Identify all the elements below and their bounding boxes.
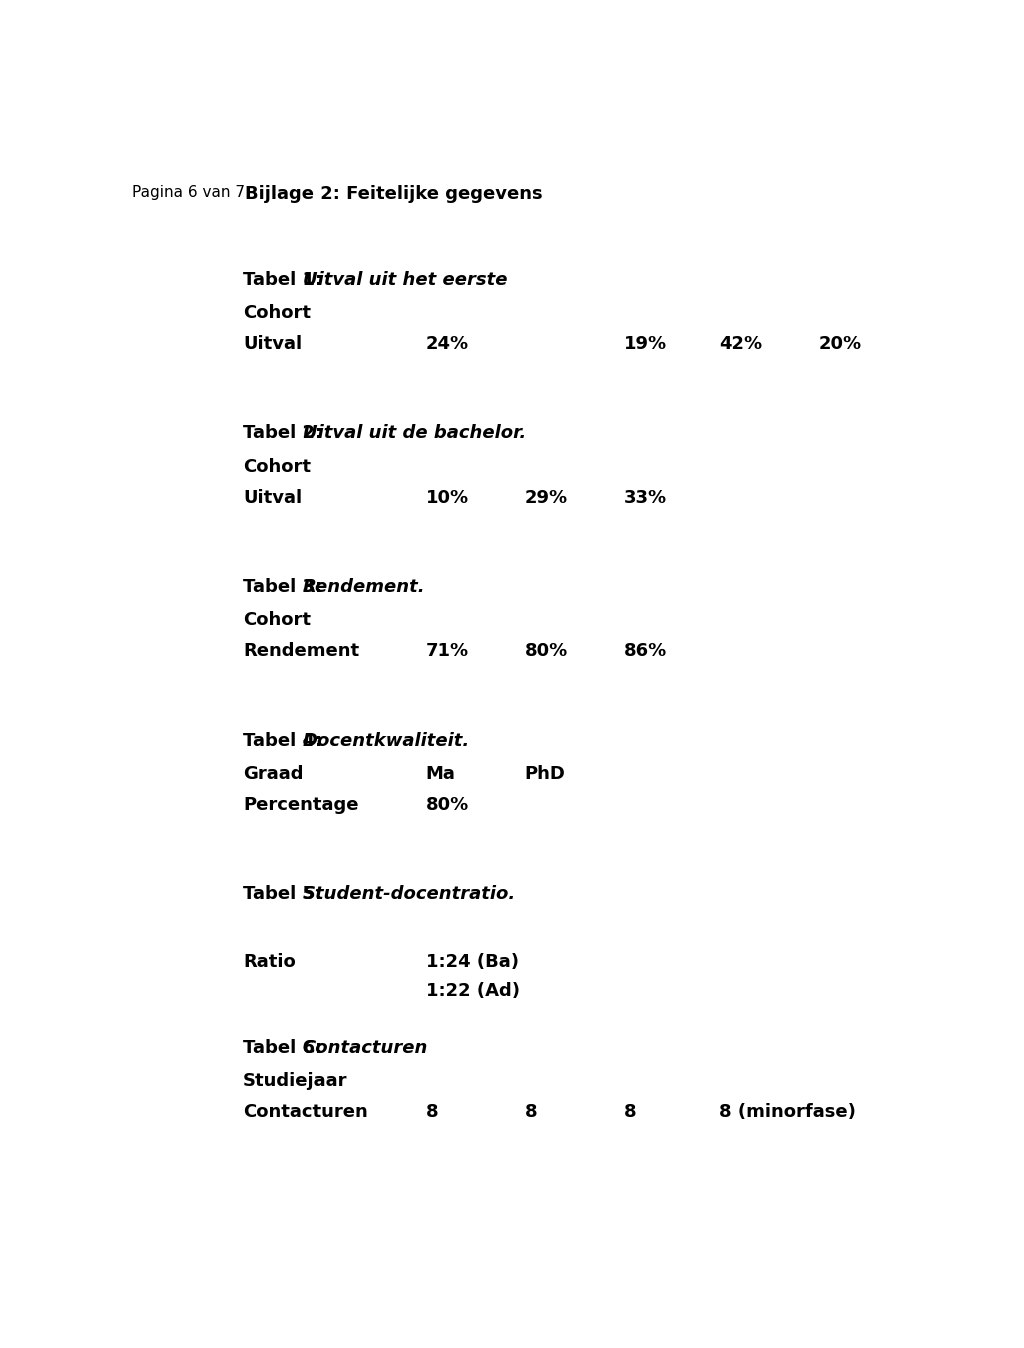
Text: Contacturen: Contacturen bbox=[243, 1103, 368, 1122]
Text: Uitval: Uitval bbox=[243, 336, 302, 353]
Text: 19%: 19% bbox=[624, 336, 667, 353]
Text: Rendement.: Rendement. bbox=[303, 578, 425, 596]
Text: Tabel 2:: Tabel 2: bbox=[243, 425, 329, 442]
Text: 33%: 33% bbox=[624, 489, 667, 507]
Text: Cohort: Cohort bbox=[243, 457, 311, 476]
Text: 10%: 10% bbox=[426, 489, 469, 507]
Text: 24%: 24% bbox=[426, 336, 469, 353]
Text: Cohort: Cohort bbox=[243, 303, 311, 322]
Text: Cohort: Cohort bbox=[243, 611, 311, 630]
Text: Uitval uit het eerste: Uitval uit het eerste bbox=[303, 271, 507, 288]
Text: Tabel 3:: Tabel 3: bbox=[243, 578, 329, 596]
Text: 1:22 (Ad): 1:22 (Ad) bbox=[426, 981, 519, 1000]
Text: 86%: 86% bbox=[624, 643, 668, 661]
Text: Tabel 6:: Tabel 6: bbox=[243, 1039, 329, 1057]
Text: Uitval uit de bachelor.: Uitval uit de bachelor. bbox=[303, 425, 526, 442]
Text: Bijlage 2: Feitelijke gegevens: Bijlage 2: Feitelijke gegevens bbox=[246, 185, 543, 202]
Text: Tabel 4:: Tabel 4: bbox=[243, 732, 329, 749]
Text: 20%: 20% bbox=[818, 336, 861, 353]
Text: Student-docentratio.: Student-docentratio. bbox=[303, 886, 516, 903]
Text: Studiejaar: Studiejaar bbox=[243, 1072, 347, 1091]
Text: 8 (minorfase): 8 (minorfase) bbox=[719, 1103, 856, 1122]
Text: PhD: PhD bbox=[524, 764, 565, 783]
Text: Ratio: Ratio bbox=[243, 953, 296, 971]
Text: 71%: 71% bbox=[426, 643, 469, 661]
Text: Percentage: Percentage bbox=[243, 795, 358, 814]
Text: Pagina 6 van 7: Pagina 6 van 7 bbox=[132, 185, 245, 200]
Text: Contacturen: Contacturen bbox=[303, 1039, 428, 1057]
Text: Uitval: Uitval bbox=[243, 489, 302, 507]
Text: 1:24 (Ba): 1:24 (Ba) bbox=[426, 953, 518, 971]
Text: Graad: Graad bbox=[243, 764, 303, 783]
Text: 29%: 29% bbox=[524, 489, 568, 507]
Text: 80%: 80% bbox=[426, 795, 469, 814]
Text: 42%: 42% bbox=[719, 336, 762, 353]
Text: 8: 8 bbox=[524, 1103, 538, 1122]
Text: Ma: Ma bbox=[426, 764, 456, 783]
Text: Tabel 1:: Tabel 1: bbox=[243, 271, 329, 288]
Text: Rendement: Rendement bbox=[243, 643, 359, 661]
Text: 8: 8 bbox=[426, 1103, 438, 1122]
Text: 80%: 80% bbox=[524, 643, 568, 661]
Text: Tabel 5:: Tabel 5: bbox=[243, 886, 329, 903]
Text: 8: 8 bbox=[624, 1103, 637, 1122]
Text: Docentkwaliteit.: Docentkwaliteit. bbox=[303, 732, 470, 749]
